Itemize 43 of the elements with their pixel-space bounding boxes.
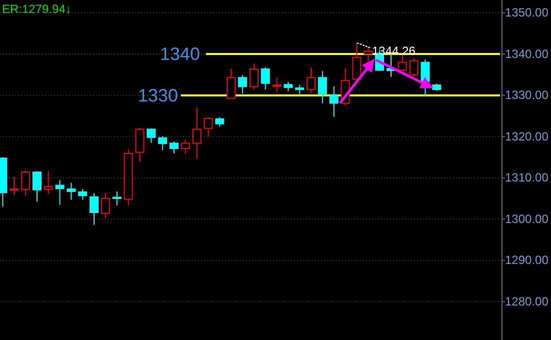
- candlestick: [409, 58, 418, 78]
- y-tick-label: 1340.00: [505, 46, 549, 61]
- candlestick: [329, 86, 338, 118]
- candlestick: [272, 77, 282, 92]
- y-tick-label: 1280.00: [505, 294, 549, 308]
- candlestick: [135, 127, 144, 162]
- candlestick: [204, 116, 213, 138]
- candlestick: [66, 182, 76, 200]
- candlestick: [44, 170, 53, 194]
- candlestick: [284, 81, 293, 92]
- candlestick: [10, 176, 19, 196]
- candlestick: [78, 188, 88, 200]
- candlestick: [100, 192, 110, 218]
- candlestick: [32, 170, 42, 202]
- candlestick: [226, 68, 236, 99]
- y-tick-label: 1350.00: [505, 6, 549, 20]
- candlestick: [55, 179, 64, 206]
- candlestick: [112, 190, 122, 206]
- candlestick: [90, 192, 99, 226]
- y-tick-label: 1310.00: [505, 170, 549, 185]
- ref-line-label: 1340: [160, 44, 200, 64]
- y-tick-label: 1300.00: [505, 212, 549, 226]
- candlestick: [352, 42, 362, 80]
- candlestick: [364, 46, 373, 62]
- candlestick: [146, 128, 156, 144]
- candlestick: [192, 106, 202, 160]
- candlestick: [398, 54, 407, 71]
- y-tick-label: 1330.00: [505, 88, 549, 102]
- candlestick: [21, 170, 30, 196]
- y-tick-label: 1320.00: [505, 129, 549, 144]
- y-tick-label: 1290.00: [505, 253, 549, 268]
- candlestick: [238, 74, 248, 94]
- candlestick: [295, 84, 304, 95]
- candlestick: [306, 66, 316, 94]
- candlestick: [215, 116, 224, 128]
- candlestick: [158, 136, 168, 151]
- candlestick: [260, 66, 270, 90]
- candlestick: [180, 138, 190, 154]
- candlestick: [170, 141, 178, 154]
- candlestick: [249, 63, 258, 90]
- candlestick: [318, 70, 327, 104]
- ref-line-label: 1330: [138, 85, 178, 106]
- annotation: ER:1279.94↓: [2, 2, 72, 16]
